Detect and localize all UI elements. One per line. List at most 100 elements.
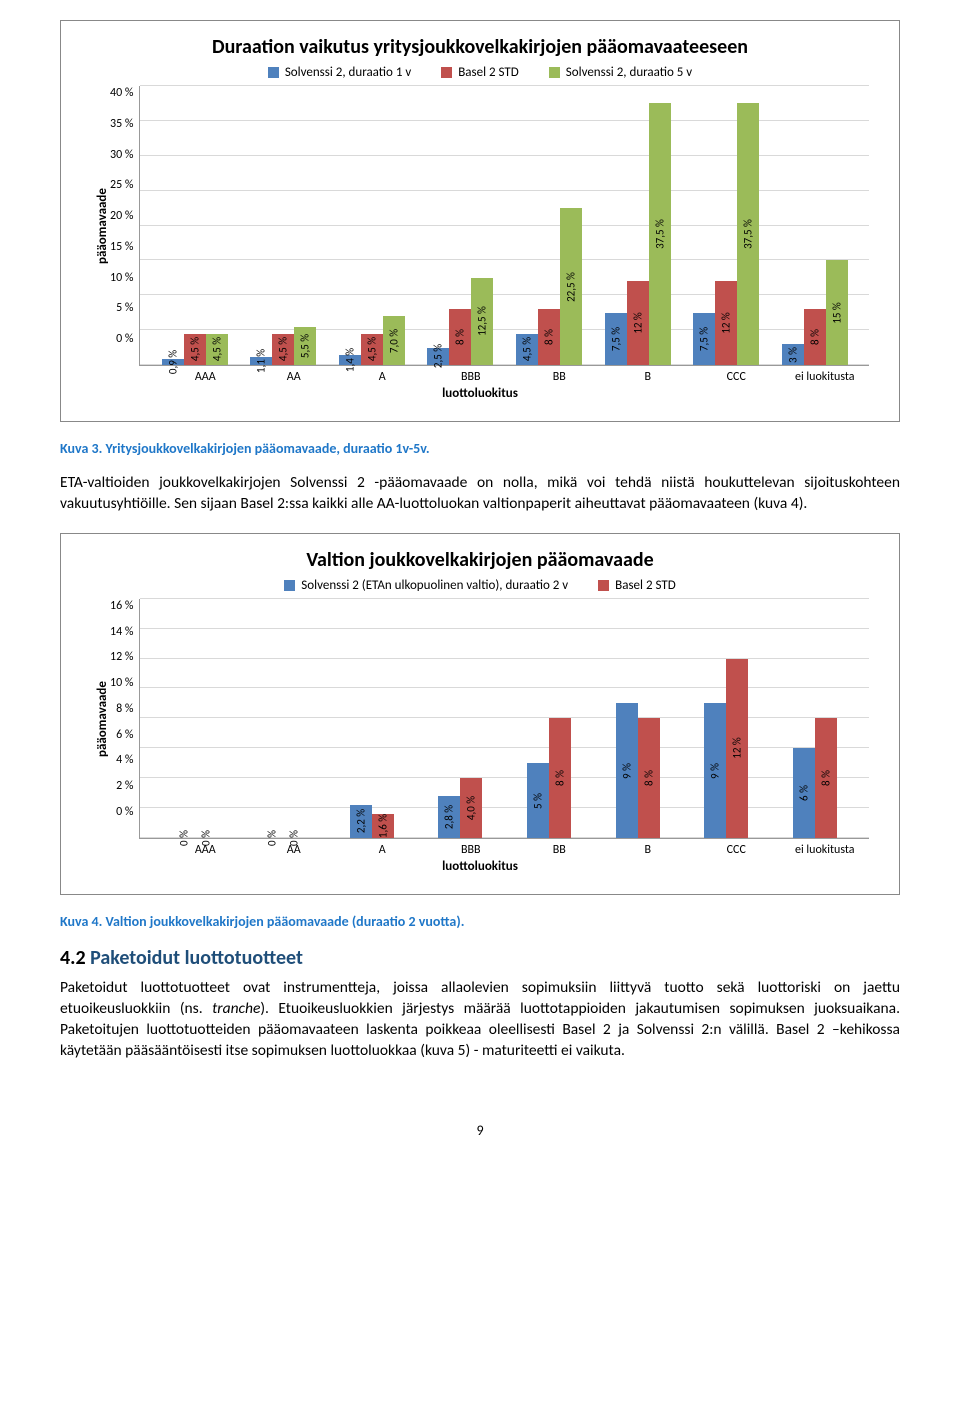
chart-1-x-title: luottoluokitus [91,386,869,401]
bar-value-label: 8 % [554,770,567,786]
section-number: 4.2 [60,946,86,970]
category-group: 0 %0 % [150,599,239,838]
legend-label: Solvenssi 2 (ETAn ulkopuolinen valtio), … [301,578,568,593]
bar-value-label: 8 % [543,329,556,345]
bar-value-label: 4,5 % [521,337,534,361]
paragraph-1: ETA-valtioiden joukkovelkakirjojen Solve… [60,473,900,515]
bar-value-label: 9 % [620,763,633,779]
bar-value-label: 12,5 % [476,306,489,336]
chart-2-legend: Solvenssi 2 (ETAn ulkopuolinen valtio), … [91,578,869,593]
bar: 2,8 % [438,796,460,838]
legend-swatch [268,67,279,78]
bar: 8 % [638,718,660,838]
x-tick-label: CCC [692,843,781,857]
category-group: 5 % 8 % [505,599,594,838]
bar-value-label: 2,5 % [432,344,445,368]
x-tick-label: A [338,843,427,857]
chart-2-plot: 0 %0 %0 %0 % 2,2 % 1,6 % 2,8 % 4,0 % 5 % 8 % 9 … [139,599,869,839]
bar-value-label: 12 % [631,312,644,334]
bar-value-label: 12 % [720,312,733,334]
bar-value-label: 8 % [642,770,655,786]
x-tick-label: B [604,370,693,384]
bar-value-label: 8 % [454,329,467,345]
bar-value-label: 8 % [819,770,832,786]
page-container: Duraation vaikutus yritysjoukkovelkakirj… [0,0,960,1179]
bar: 12 % [715,281,737,365]
y-tick: 6 % [110,728,133,742]
bar: 4,5 % [272,334,294,365]
bar-value-label: 4,5 % [365,337,378,361]
y-tick: 20 % [110,209,133,223]
bar: 2,5 % [427,348,449,365]
bar: 15 % [826,260,848,365]
bar-value-label: 1,6 % [376,814,389,838]
category-group: 0,9 %4,5 %4,5 % [150,86,239,365]
x-tick-label: CCC [692,370,781,384]
bar: 4,5 % [206,334,228,365]
legend-item: Solvenssi 2, duraatio 5 v [549,65,692,80]
figure-4-caption: Kuva 4. Valtion joukkovelkakirjojen pääo… [60,913,900,930]
x-tick-label: B [604,843,693,857]
bar-value-label: 3 % [786,347,799,363]
y-tick: 12 % [110,650,133,664]
legend-item: Basel 2 STD [441,65,519,80]
y-tick: 10 % [110,676,133,690]
y-tick: 5 % [110,301,133,315]
bar-value-label: 37,5 % [653,219,666,249]
bar: 4,0 % [460,778,482,838]
legend-label: Basel 2 STD [615,578,676,593]
bar-value-label: 1,4 % [343,348,356,372]
chart-2-y-label: pääomavaade [91,599,110,839]
y-tick: 16 % [110,599,133,613]
legend-swatch [441,67,452,78]
x-tick-label: BBB [427,370,516,384]
category-group: 7,5 % 12 % 37,5 % [682,86,771,365]
bar: 1,4 % [339,355,361,365]
y-tick: 8 % [110,702,133,716]
bar: 7,0 % [383,316,405,365]
chart-1-legend: Solvenssi 2, duraatio 1 v Basel 2 STD Solv… [91,65,869,80]
bar: 7,5 % [693,313,715,365]
bar-value-label: 4,0 % [465,796,478,820]
legend-item: Basel 2 STD [598,578,676,593]
page-number: 9 [60,1122,900,1139]
bar-value-label: 0 % [199,830,212,846]
category-group: 1,1 %4,5 %5,5 % [239,86,328,365]
legend-label: Solvenssi 2, duraatio 1 v [285,65,411,80]
y-tick: 0 % [110,332,133,346]
bar: 22,5 % [560,208,582,365]
bar: 8 % [549,718,571,838]
bar-value-label: 5 % [532,793,545,809]
bar-value-label: 37,5 % [742,219,755,249]
bar-value-label: 2,2 % [354,809,367,833]
bar: 7,5 % [605,313,627,365]
chart-1-frame: Duraation vaikutus yritysjoukkovelkakirj… [60,20,900,422]
category-group: 0 %0 % [239,599,328,838]
legend-swatch [284,580,295,591]
chart-1-x-labels: AAAAAABBBBBBCCCei luokitusta [91,370,869,384]
bar: 4,5 % [516,334,538,365]
bar-value-label: 4,5 % [210,337,223,361]
chart-1-y-axis: 40 %35 %30 %25 %20 %15 %10 %5 %0 % [110,86,139,366]
bar: 8 % [815,718,837,838]
x-tick-label: ei luokitusta [781,843,870,857]
chart-2-title: Valtion joukkovelkakirjojen pääomavaade [91,548,869,572]
bar: 37,5 % [649,103,671,365]
bar: 9 % [704,703,726,837]
chart-1-title: Duraation vaikutus yritysjoukkovelkakirj… [91,35,869,59]
bar-value-label: 22,5 % [565,272,578,302]
y-tick: 30 % [110,148,133,162]
bar: 8 % [449,309,471,365]
y-tick: 35 % [110,117,133,131]
bar: 9 % [616,703,638,837]
chart-1-plot: 0,9 %4,5 %4,5 %1,1 %4,5 %5,5 % 1,4 % 4,5 %… [139,86,869,366]
bar-value-label: 0,9 % [166,350,179,374]
y-tick: 25 % [110,178,133,192]
y-tick: 4 % [110,753,133,767]
category-group: 3 %8 %15 % [770,86,859,365]
bar: 5,5 % [294,327,316,365]
paragraph-2: Paketoidut luottotuotteet ovat instrumen… [60,978,900,1062]
chart-2-plot-area: pääomavaade 16 %14 %12 %10 %8 %6 %4 %2 %… [91,599,869,839]
bar: 12,5 % [471,278,493,365]
bar: 8 % [538,309,560,365]
